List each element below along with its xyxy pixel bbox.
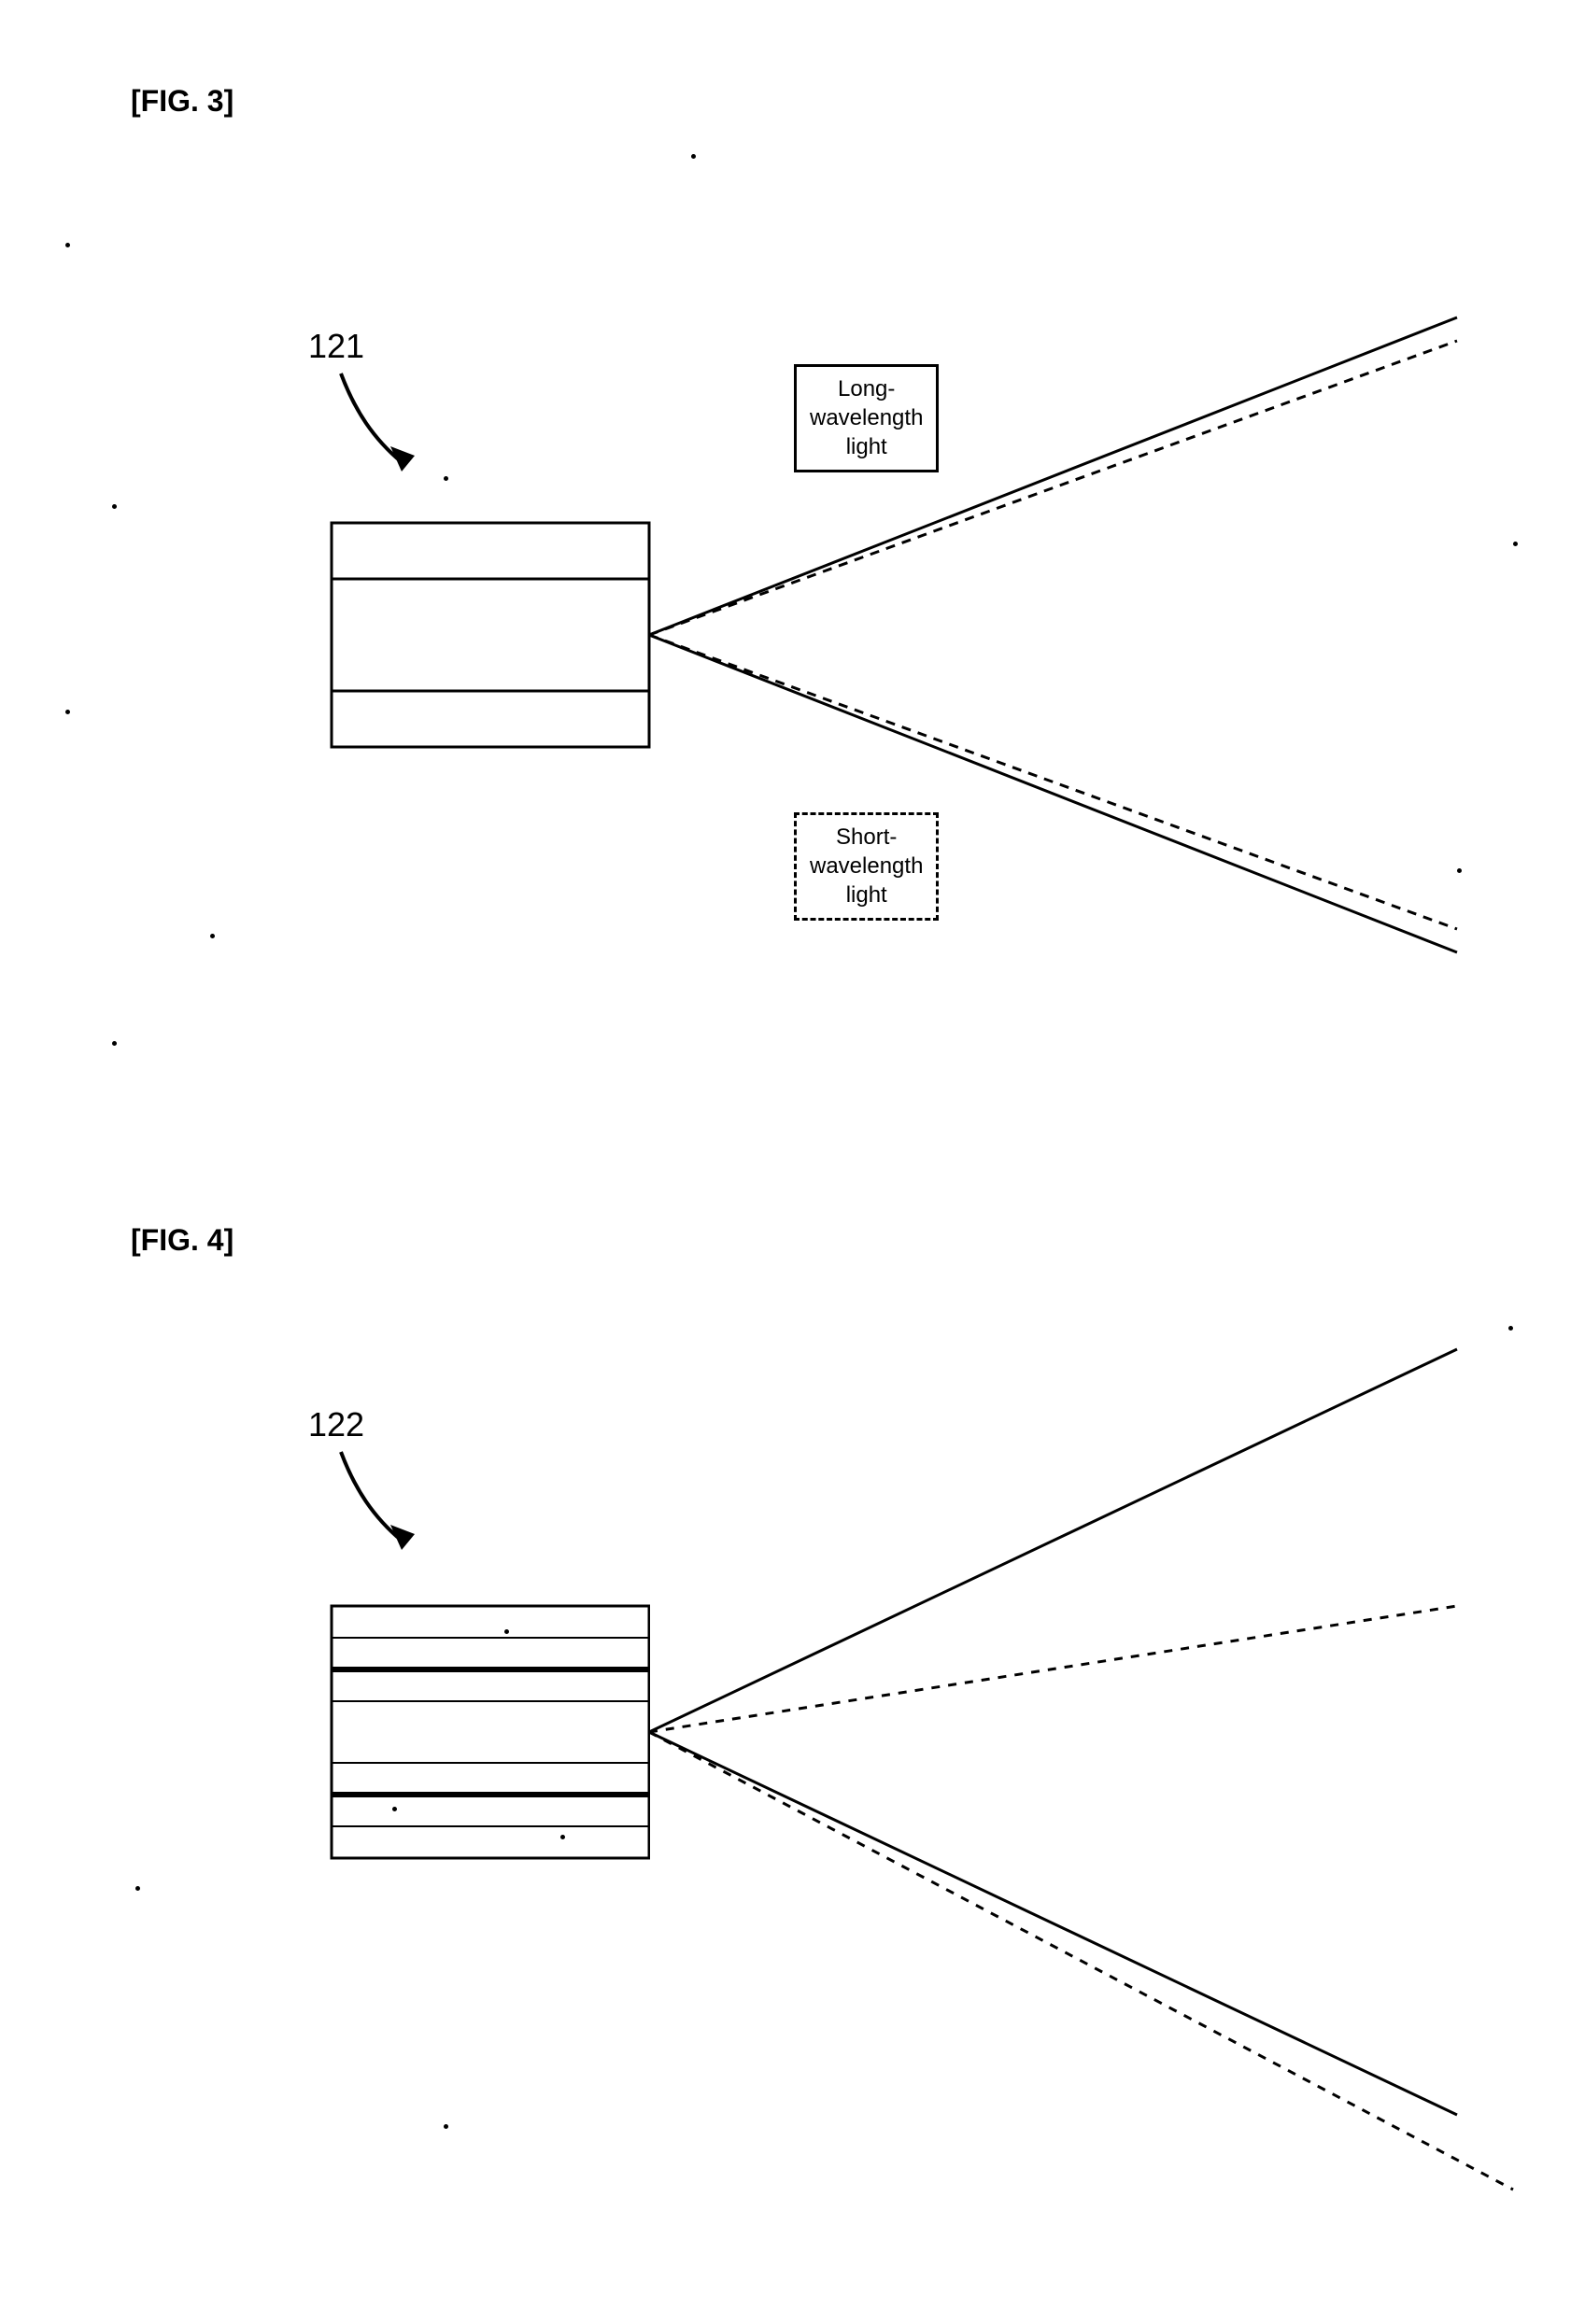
- diagram-svg-fig4-rays: [0, 0, 1585, 2324]
- page: [FIG. 3] 121 [FIG. 4] 122: [0, 0, 1585, 2324]
